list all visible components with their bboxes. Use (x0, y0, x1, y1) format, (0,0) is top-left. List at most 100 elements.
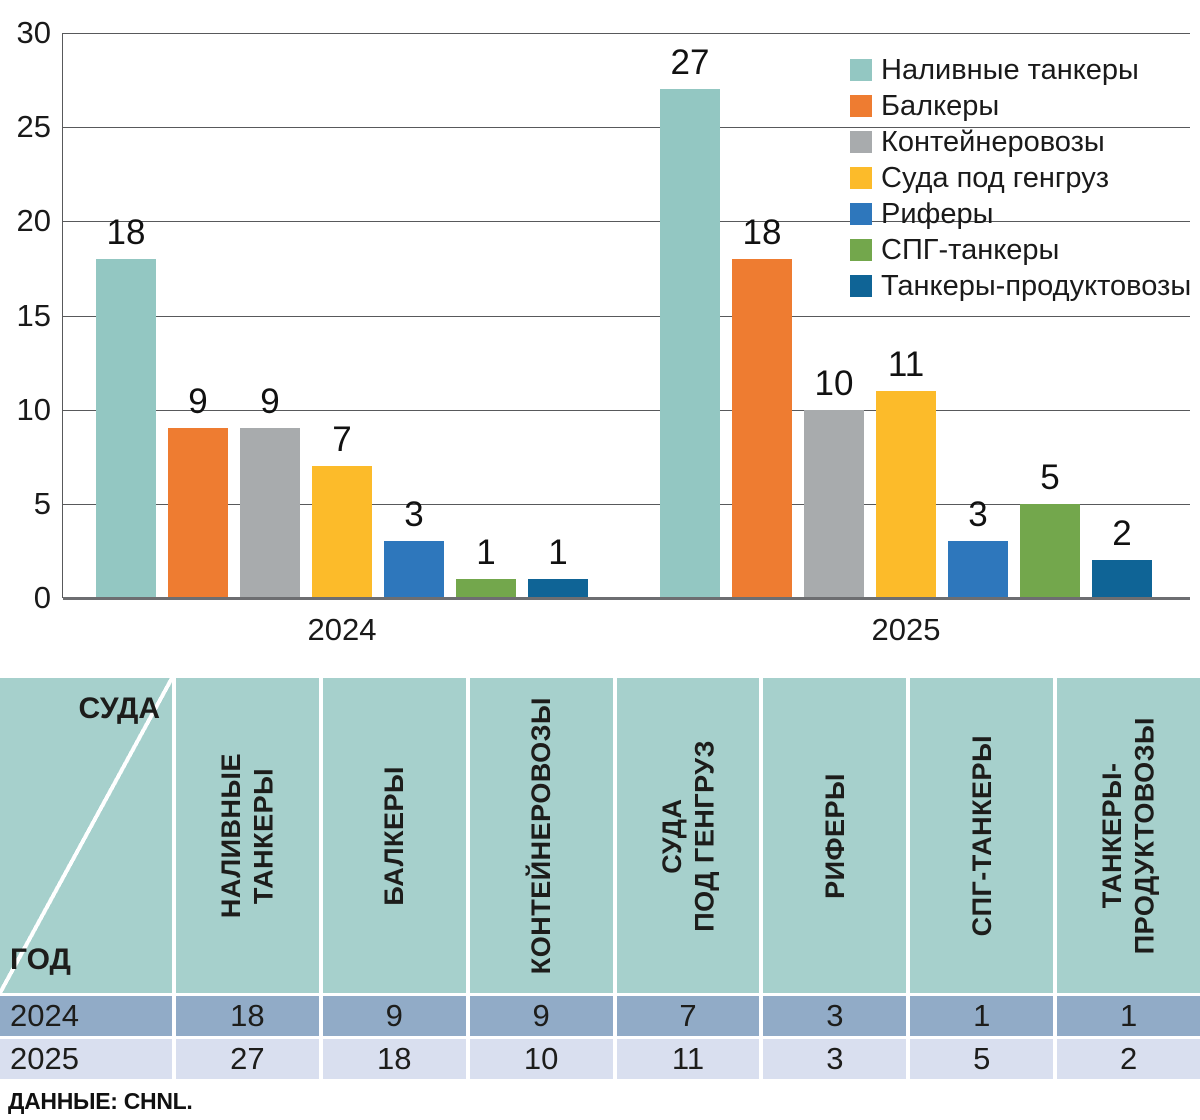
column-header-танкеры-продуктовозы: ТАНКЕРЫ- ПРОДУКТОВОЗЫ (1057, 678, 1200, 993)
y-tick-30: 30 (16, 15, 51, 50)
legend-item-спг-танкеры: СПГ-танкеры (850, 236, 1191, 265)
bar-2025-балкеры: 18 (732, 214, 792, 598)
cell-2025-танкеры-продуктовозы: 2 (1057, 1039, 1200, 1079)
bar-value-label: 1 (548, 533, 568, 572)
bar-value-label: 1 (476, 533, 496, 572)
bar-2025-суда-под-генгруз: 11 (876, 346, 936, 598)
row-year-2025: 2025 (0, 1039, 172, 1079)
gridline-20 (63, 221, 1190, 223)
cell-2025-балкеры: 18 (322, 1039, 466, 1079)
legend-item-балкеры: Балкеры (850, 92, 1191, 121)
gridline-15 (63, 315, 1190, 317)
chart-legend: Наливные танкеры Балкеры Контейнеровозы Суд… (850, 56, 1191, 308)
bar-2024-наливные-танкеры: 18 (96, 214, 156, 598)
x-category-label-2025: 2025 (871, 612, 941, 647)
legend-swatch-icon (850, 95, 872, 117)
column-header-контейнеровозы: КОНТЕЙНЕРОВОЗЫ (469, 678, 613, 993)
legend-label: Балкеры (881, 90, 1000, 122)
y-tick-20: 20 (16, 203, 51, 239)
legend-label: Контейнеровозы (881, 126, 1105, 158)
column-header-text: БАЛКЕРЫ (379, 765, 410, 906)
cell-2024-риферы: 3 (763, 996, 907, 1036)
bar-value-label: 7 (332, 420, 352, 459)
gridline-5 (63, 503, 1190, 505)
gridline-10 (63, 409, 1190, 411)
column-header-спг-танкеры: СПГ-ТАНКЕРЫ (910, 678, 1054, 993)
y-tick-0: 0 (33, 580, 51, 615)
legend-swatch-icon (850, 167, 872, 189)
bar-2024-спг-танкеры: 1 (456, 534, 516, 598)
y-tick-10: 10 (16, 391, 51, 427)
bar-value-label: 10 (814, 364, 854, 403)
column-header-суда-под-генгруз: СУДА ПОД ГЕНГРУЗ (616, 678, 760, 993)
y-tick-25: 25 (16, 109, 51, 145)
column-header-text: КОНТЕЙНЕРОВОЗЫ (525, 696, 556, 975)
legend-item-риферы: Риферы (850, 200, 1191, 229)
cell-2025-суда-под-генгруз: 11 (616, 1039, 760, 1079)
bar-2025-контейнеровозы: 10 (804, 365, 864, 598)
cell-2025-риферы: 3 (763, 1039, 907, 1079)
bar-value-label: 3 (404, 495, 424, 534)
corner-label-year: ГОД (10, 943, 71, 976)
legend-label: Танкеры-продуктовозы (881, 270, 1192, 302)
corner-label-ships: СУДА (78, 692, 160, 725)
legend-item-суда-под-генгруз: Суда под генгруз (850, 164, 1191, 193)
cell-2024-балкеры: 9 (322, 996, 466, 1036)
bar-value-label: 9 (260, 382, 280, 421)
bar-value-label: 2 (1112, 514, 1132, 553)
bar-2025-наливные-танкеры: 27 (660, 44, 720, 598)
bar-2024-риферы: 3 (384, 496, 444, 598)
column-header-text: СУДА ПОД ГЕНГРУЗ (656, 739, 719, 932)
bar-group-2024: 18 9 9 7 3 1 1 (96, 214, 588, 598)
cell-2025-контейнеровозы: 10 (469, 1039, 613, 1079)
y-tick-5: 5 (33, 485, 51, 521)
cell-2024-танкеры-продуктовозы: 1 (1057, 996, 1200, 1036)
table-corner-cell: СУДА ГОД (0, 678, 172, 993)
column-header-text: РИФЕРЫ (819, 772, 850, 899)
bar-value-label: 5 (1040, 458, 1060, 497)
cell-2024-наливные-танкеры: 18 (176, 996, 319, 1036)
plot-area: 0 5 10 15 20 25 30 18 9 9 7 3 1 1 2024 27 18 10 11 3 5 2 2025 (17, 17, 1190, 647)
column-header-text: НАЛИВНЫЕ ТАНКЕРЫ (216, 752, 279, 919)
column-header-наливные-танкеры: НАЛИВНЫЕ ТАНКЕРЫ (176, 678, 319, 993)
row-year-2024: 2024 (0, 996, 172, 1036)
bar-value-label: 11 (887, 345, 925, 384)
column-header-text: СПГ-ТАНКЕРЫ (966, 734, 997, 937)
bar-chart: 0 5 10 15 20 25 30 18 9 9 7 3 1 1 2024 27 18 10 11 3 5 2 2025 … (17, 17, 1192, 647)
bar-2024-суда-под-генгруз: 7 (312, 421, 372, 598)
column-header-text: ТАНКЕРЫ- ПРОДУКТОВОЗЫ (1097, 716, 1160, 955)
bar-2025-танкеры-продуктовозы: 2 (1092, 515, 1152, 598)
column-header-риферы: РИФЕРЫ (763, 678, 907, 993)
legend-swatch-icon (850, 131, 872, 153)
gridline-25 (63, 127, 1190, 129)
legend-swatch-icon (850, 275, 872, 297)
cell-2024-суда-под-генгруз: 7 (616, 996, 760, 1036)
legend-item-наливные-танкеры: Наливные танкеры (850, 56, 1191, 85)
legend-label: Наливные танкеры (881, 54, 1139, 86)
legend-swatch-icon (850, 59, 872, 81)
bar-2025-риферы: 3 (948, 496, 1008, 598)
bar-value-label: 3 (968, 495, 988, 534)
bar-value-label: 27 (670, 43, 710, 82)
cell-2025-спг-танкеры: 5 (910, 1039, 1054, 1079)
bar-value-label: 18 (742, 213, 782, 252)
bar-2024-балкеры: 9 (168, 383, 228, 598)
gridline-30 (63, 33, 1190, 34)
legend-swatch-icon (850, 239, 872, 261)
bar-2024-контейнеровозы: 9 (240, 383, 300, 598)
y-tick-15: 15 (16, 297, 51, 333)
legend-item-танкеры-продуктовозы: Танкеры-продуктовозы (850, 272, 1191, 301)
legend-label: Суда под генгруз (881, 162, 1110, 194)
source-note: ДАННЫЕ: CHNL. (8, 1088, 193, 1114)
bar-2025-спг-танкеры: 5 (1020, 459, 1080, 598)
bar-group-2025: 27 18 10 11 3 5 2 (660, 44, 1152, 598)
legend-label: Риферы (881, 198, 994, 230)
legend-label: СПГ-танкеры (881, 234, 1060, 266)
column-header-балкеры: БАЛКЕРЫ (322, 678, 466, 993)
legend-item-контейнеровозы: Контейнеровозы (850, 128, 1191, 157)
legend-swatch-icon (850, 203, 872, 225)
bar-value-label: 18 (106, 213, 146, 252)
x-category-label-2024: 2024 (307, 612, 377, 647)
bar-value-label: 9 (188, 382, 208, 421)
cell-2025-наливные-танкеры: 27 (176, 1039, 319, 1079)
